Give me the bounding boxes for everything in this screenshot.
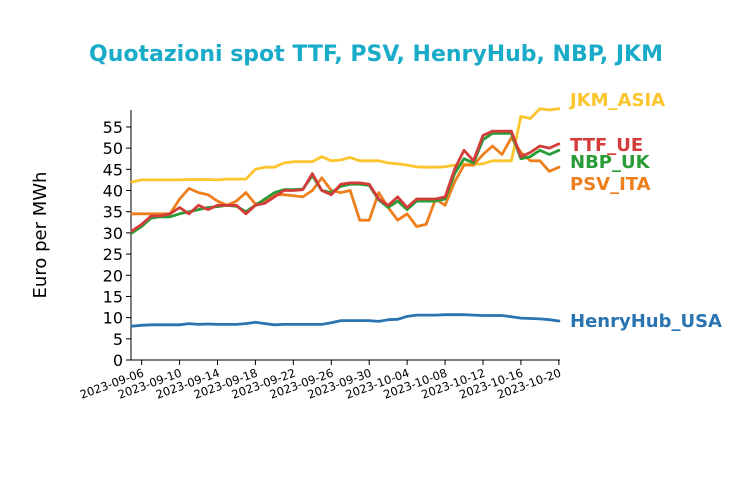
y-tick-label: 15 — [103, 287, 123, 306]
y-tick-label: 30 — [103, 224, 123, 243]
series-line-psv-ita — [130, 136, 561, 228]
y-tick-label: 45 — [103, 160, 123, 179]
x-axis-ticks: 2023-09-062023-09-102023-09-142023-09-18… — [78, 360, 563, 402]
series-line-jkm-asia — [130, 107, 561, 184]
series-lines — [130, 107, 561, 328]
y-axis-ticks: 0 5 10 15 20 25 30 35 40 45 50 55 — [103, 118, 131, 370]
y-tick-label: 25 — [103, 245, 123, 264]
y-tick-label: 0 — [113, 351, 123, 370]
y-tick-label: 35 — [103, 203, 123, 222]
chart-title: Quotazioni spot TTF, PSV, HenryHub, NBP,… — [89, 42, 663, 67]
series-line-ttf-ue — [130, 129, 561, 233]
y-tick-label: 50 — [103, 139, 123, 158]
y-tick-label: 20 — [103, 266, 123, 285]
series-line-henryhub-usa — [130, 313, 561, 328]
series-label-ttf-ue: TTF_UE — [570, 135, 643, 156]
y-tick-label: 10 — [103, 309, 123, 328]
series-label-henryhub-usa: HenryHub_USA — [570, 311, 722, 332]
y-tick-label: 55 — [103, 118, 123, 137]
y-tick-label: 40 — [103, 182, 123, 201]
series-label-psv-ita: PSV_ITA — [570, 174, 651, 195]
series-label-nbp-uk: NBP_UK — [570, 152, 651, 173]
series-label-jkm-asia: JKM_ASIA — [568, 90, 665, 111]
y-tick-label: 5 — [113, 330, 123, 349]
axes — [130, 110, 560, 361]
y-axis-label: Euro per MWh — [30, 172, 51, 299]
